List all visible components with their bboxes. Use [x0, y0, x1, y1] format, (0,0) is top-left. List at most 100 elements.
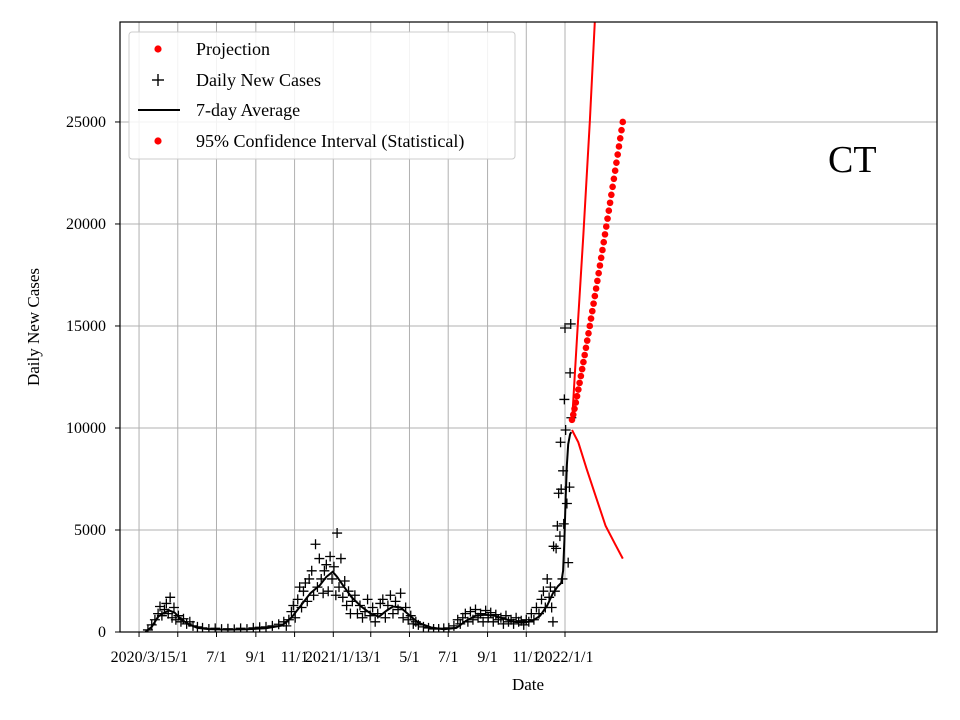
daily-new-cases-point: [390, 596, 401, 607]
daily-new-cases-point: [555, 437, 566, 448]
legend-box: [128, 31, 516, 160]
confidence-interval-point: [600, 238, 608, 246]
confidence-interval-point: [580, 358, 587, 366]
x-axis-label: Date: [512, 675, 544, 694]
y-tick-label: 15000: [66, 318, 106, 335]
daily-new-cases-point: [335, 553, 346, 564]
daily-new-cases-point: [554, 531, 565, 542]
daily-new-cases-point: [310, 539, 321, 550]
daily-new-cases-point: [298, 586, 309, 597]
confidence-interval-point: [592, 285, 600, 292]
confidence-interval-point: [611, 167, 619, 175]
daily-new-cases-point: [292, 594, 303, 605]
x-tick-label: 7/1: [206, 649, 226, 666]
y-tick-label: 10000: [66, 420, 106, 437]
y-axis-label: Daily New Cases: [24, 268, 43, 386]
daily-new-cases-point: [452, 614, 463, 625]
plot-data: [142, 22, 627, 632]
daily-new-cases-point: [323, 586, 334, 597]
daily-new-cases-point: [328, 561, 339, 572]
y-tick-label: 5000: [74, 522, 106, 539]
daily-new-cases-point: [403, 614, 414, 625]
x-tick-label: 11/1: [512, 649, 540, 666]
y-tick-label: 25000: [66, 114, 106, 131]
daily-new-cases-point: [511, 612, 522, 623]
daily-new-cases-point: [339, 575, 350, 586]
daily-new-cases-point: [551, 543, 562, 554]
daily-new-cases-markers: [142, 318, 577, 632]
confidence-interval-point: [605, 207, 613, 215]
daily-new-cases-point: [395, 588, 406, 599]
daily-new-cases-point: [508, 618, 519, 629]
daily-new-cases-point: [286, 606, 297, 617]
daily-new-cases-point: [146, 619, 157, 630]
daily-new-cases-point: [560, 323, 571, 334]
confidence-interval-point: [569, 411, 577, 418]
daily-new-cases-point: [375, 598, 386, 609]
daily-new-cases-point: [478, 616, 489, 627]
daily-new-cases-point: [349, 590, 360, 601]
7-day-average-line: [144, 431, 573, 632]
daily-new-cases-point: [319, 565, 330, 576]
x-tick-label: 11/1: [281, 649, 309, 666]
confidence-interval-point: [599, 246, 606, 254]
daily-new-cases-point: [536, 594, 547, 605]
daily-new-cases-point: [565, 367, 576, 378]
confidence-interval-point: [582, 344, 590, 352]
confidence-interval-point: [568, 416, 576, 424]
x-tick-label: 2020/3/1: [111, 649, 168, 666]
legend-item-projection: Projection: [154, 39, 270, 59]
daily-new-cases-point: [362, 594, 373, 605]
projection-line: [571, 22, 596, 422]
daily-new-cases-point: [357, 612, 368, 623]
confidence-interval-point: [604, 215, 611, 222]
x-tick-label: 5/1: [399, 649, 419, 666]
confidence-interval-point: [616, 135, 624, 142]
legend-label-confidence-interval: 95% Confidence Interval (Statistical): [196, 131, 464, 152]
daily-new-cases-point: [465, 606, 476, 617]
daily-new-cases-point: [545, 582, 556, 593]
plot-area: [142, 22, 627, 632]
daily-new-cases-point: [542, 573, 553, 584]
daily-new-cases-point: [387, 608, 398, 619]
95-confidence-interval-statistical-upper-markers: [568, 118, 627, 424]
legend-label-daily-new-cases: Daily New Cases: [196, 70, 321, 90]
confidence-interval-point: [578, 365, 586, 373]
daily-new-cases-point: [334, 582, 345, 593]
daily-new-cases-point: [304, 573, 315, 584]
legend-label-7-day-average: 7-day Average: [196, 100, 300, 120]
daily-new-cases-point: [561, 498, 572, 509]
confidence-interval-point: [619, 118, 627, 126]
x-tick-label: 7/1: [438, 649, 458, 666]
daily-new-cases-point: [518, 619, 529, 630]
daily-new-cases-point: [498, 618, 509, 629]
daily-new-cases-point: [565, 318, 576, 329]
plot-frame: [119, 21, 938, 633]
confidence-interval-point: [615, 143, 623, 150]
legend-item-daily-new-cases: Daily New Cases: [152, 70, 321, 90]
legend-marker-daily-new-cases: [152, 74, 164, 86]
daily-new-cases-point: [470, 604, 481, 615]
y-axis: 0 5000 10000 15000 20000 25000: [66, 114, 120, 641]
daily-new-cases-point: [352, 608, 363, 619]
daily-new-cases-point: [547, 616, 558, 627]
confidence-interval-point: [576, 379, 583, 387]
daily-new-cases-point: [448, 620, 459, 631]
confidence-interval-point: [618, 126, 625, 134]
legend: Projection Daily New Cases 7-day Average…: [128, 31, 516, 160]
daily-new-cases-point: [161, 598, 172, 609]
x-tick-label: 3/1: [361, 649, 381, 666]
daily-new-cases-point: [165, 592, 176, 603]
daily-new-cases-point: [337, 592, 348, 603]
confidence-interval-point: [588, 307, 596, 315]
daily-new-cases-point: [332, 528, 343, 539]
confidence-interval-point: [609, 183, 616, 191]
daily-new-cases-point: [488, 616, 499, 627]
daily-new-cases-point: [170, 614, 181, 625]
daily-new-cases-point: [457, 612, 468, 623]
x-tick-label: 9/1: [246, 649, 266, 666]
legend-marker-confidence-interval: [154, 137, 162, 145]
confidence-interval-point: [585, 330, 592, 337]
daily-new-cases-point: [408, 618, 419, 629]
confidence-interval-point: [596, 262, 604, 269]
